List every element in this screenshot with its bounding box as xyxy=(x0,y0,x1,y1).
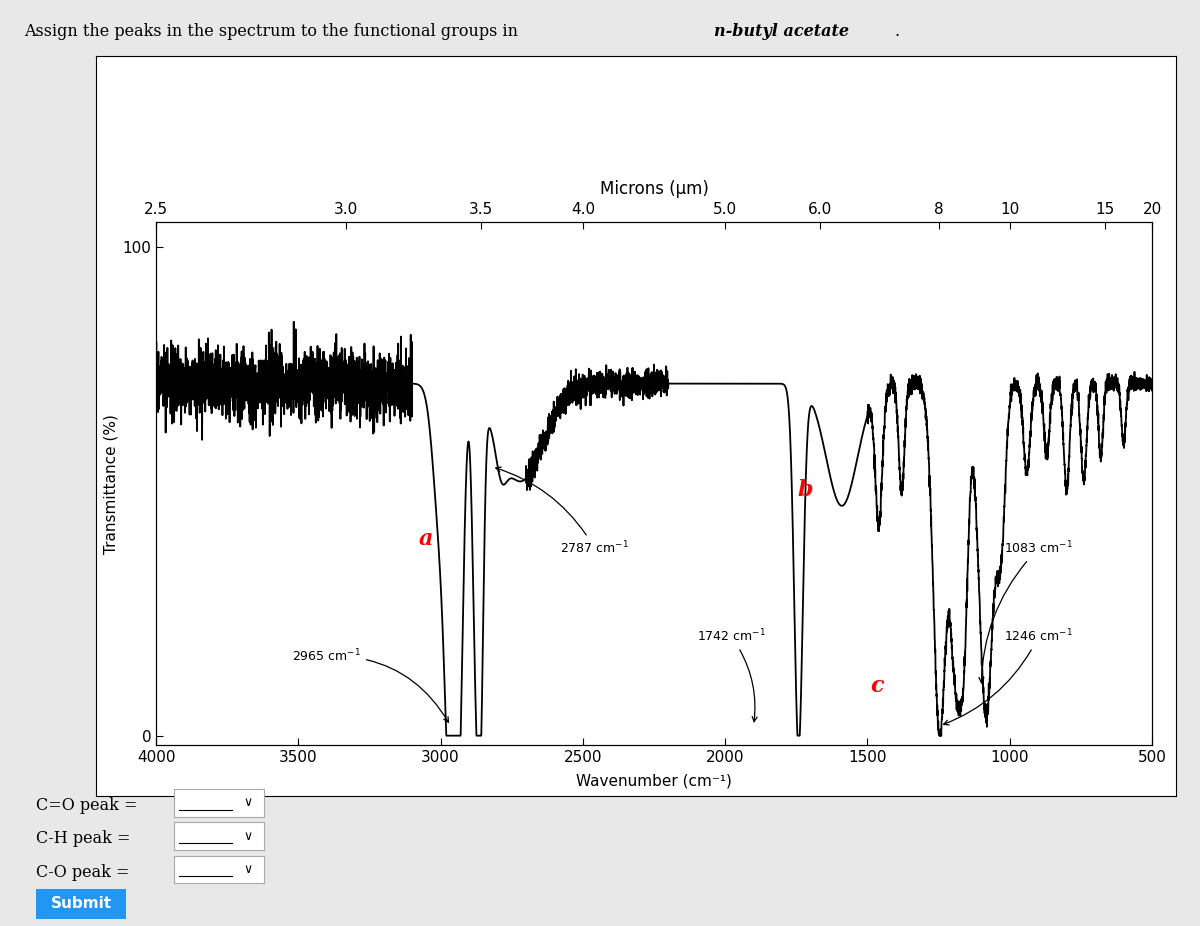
Text: C-H peak =: C-H peak = xyxy=(36,831,131,847)
Text: 1083 cm$^{-1}$: 1083 cm$^{-1}$ xyxy=(979,540,1073,682)
Text: ∨: ∨ xyxy=(244,796,252,809)
Text: n-butyl acetate: n-butyl acetate xyxy=(714,23,850,40)
Text: ∨: ∨ xyxy=(244,863,252,876)
Text: a: a xyxy=(419,528,433,550)
Text: 2965 cm$^{-1}$: 2965 cm$^{-1}$ xyxy=(292,647,449,722)
Text: c: c xyxy=(871,674,884,696)
Text: C-O peak =: C-O peak = xyxy=(36,864,130,881)
Text: .: . xyxy=(894,23,899,40)
Text: 2787 cm$^{-1}$: 2787 cm$^{-1}$ xyxy=(496,467,629,557)
Text: 1246 cm$^{-1}$: 1246 cm$^{-1}$ xyxy=(943,628,1073,725)
Text: C=O peak =: C=O peak = xyxy=(36,797,138,814)
Text: Submit: Submit xyxy=(50,896,112,911)
X-axis label: Wavenumber (cm⁻¹): Wavenumber (cm⁻¹) xyxy=(576,773,732,789)
Text: 1742 cm$^{-1}$: 1742 cm$^{-1}$ xyxy=(697,628,766,721)
Text: Assign the peaks in the spectrum to the functional groups in: Assign the peaks in the spectrum to the … xyxy=(24,23,523,40)
Text: ∨: ∨ xyxy=(244,830,252,843)
Y-axis label: Transmittance (%): Transmittance (%) xyxy=(103,414,118,554)
Text: b: b xyxy=(797,479,812,501)
X-axis label: Microns (μm): Microns (μm) xyxy=(600,180,708,198)
